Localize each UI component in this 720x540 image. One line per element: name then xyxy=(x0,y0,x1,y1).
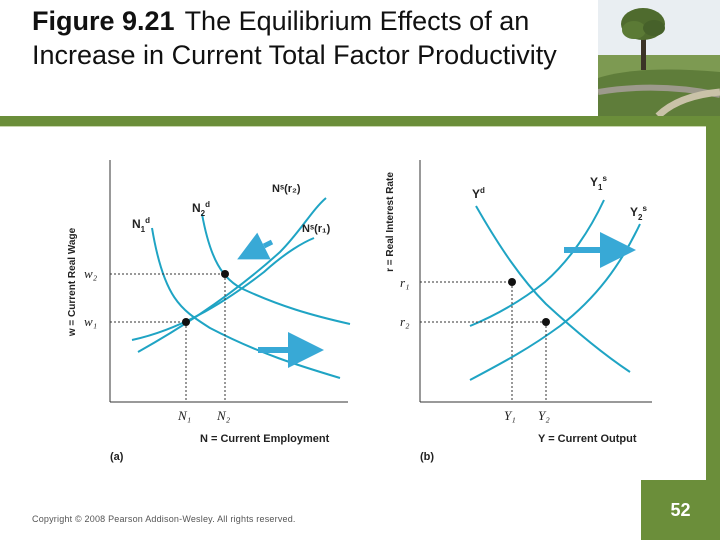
slide-title: Figure 9.21 The Equilibrium Effects of an… xyxy=(32,4,597,72)
labor-supply-curve-r2 xyxy=(137,197,327,353)
panel-b: r = Real Interest Rate Y = Current Outpu… xyxy=(385,160,652,463)
tick-y1: Y₁ xyxy=(504,408,516,423)
tick-y2: Y₂ xyxy=(538,408,550,423)
label-output-demand: Yd xyxy=(472,186,485,201)
panel-b-equilibrium-1 xyxy=(508,278,516,286)
label-output-supply-2: Y2s xyxy=(630,204,647,222)
output-supply-curve-1 xyxy=(469,199,605,327)
panel-a-y-label: w = Current Real Wage xyxy=(67,227,78,337)
label-supply-r2: Nˢ(r₂) xyxy=(272,183,301,195)
panel-a-equilibrium-1 xyxy=(182,318,190,326)
panel-a-x-label: N = Current Employment xyxy=(200,433,330,445)
figure-number: Figure 9.21 xyxy=(32,6,175,36)
economic-diagram: w = Current Real Wage N = Current Employ… xyxy=(67,160,652,463)
label-output-supply-1: Y1s xyxy=(590,174,607,192)
panel-a-left-shift-arrow xyxy=(237,232,274,260)
figure-title: The Equilibrium Effects of an Increase i… xyxy=(32,6,557,70)
copyright-notice: Copyright © 2008 Pearson Addison-Wesley.… xyxy=(32,514,296,524)
output-supply-curve-2 xyxy=(469,223,641,381)
output-demand-curve xyxy=(475,205,631,373)
panel-a: w = Current Real Wage N = Current Employ… xyxy=(67,160,351,463)
figure: w = Current Real Wage N = Current Employ… xyxy=(60,140,680,475)
label-demand-2: N2d xyxy=(192,200,210,218)
panel-b-y-label: r = Real Interest Rate xyxy=(385,172,396,272)
panel-b-label: (b) xyxy=(420,451,434,463)
tick-w1: w₁ xyxy=(84,314,97,329)
panel-a-equilibrium-2 xyxy=(221,270,229,278)
tick-n1: N₁ xyxy=(177,408,191,423)
tree-image xyxy=(598,0,720,116)
tick-w2: w₂ xyxy=(84,266,98,281)
tick-r2: r₂ xyxy=(400,314,410,329)
label-demand-1: N1d xyxy=(132,216,150,234)
landscape-photo xyxy=(598,0,720,116)
right-sidebar-bar xyxy=(706,126,720,540)
panel-b-equilibrium-2 xyxy=(542,318,550,326)
page-number-box: 52 xyxy=(641,480,720,540)
panel-b-x-label: Y = Current Output xyxy=(538,433,637,445)
labor-demand-curve-1 xyxy=(151,227,341,379)
header-rule-light xyxy=(0,126,720,127)
tick-r1: r₁ xyxy=(400,275,410,290)
tick-n2: N₂ xyxy=(216,408,231,423)
labor-supply-curve-r1 xyxy=(131,237,315,341)
labor-demand-curve-2 xyxy=(201,213,351,325)
panel-a-label: (a) xyxy=(110,451,124,463)
page-number: 52 xyxy=(670,499,691,520)
label-supply-r1: Nˢ(r₁) xyxy=(302,223,331,235)
header-rule xyxy=(0,116,720,126)
